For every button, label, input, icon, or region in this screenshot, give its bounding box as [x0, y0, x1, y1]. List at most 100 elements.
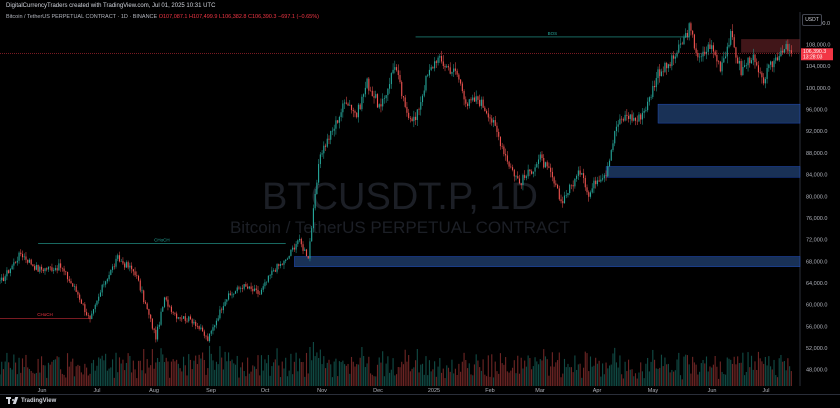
candle-body [489, 117, 491, 119]
volume-bar [726, 357, 728, 386]
candle-body [155, 329, 157, 340]
candle-body [352, 110, 354, 112]
candle-body [541, 154, 543, 158]
volume-bar [349, 373, 351, 386]
candle-body [750, 60, 753, 64]
volume-bars [0, 342, 792, 386]
candle-body [304, 249, 306, 251]
volume-bar [638, 372, 640, 386]
candle-body [647, 101, 649, 111]
volume-bar [636, 378, 638, 386]
candle-body [785, 44, 787, 50]
y-tick-label: 108,000.0 [806, 43, 830, 49]
volume-bar [18, 357, 20, 386]
volume-bar [58, 357, 60, 386]
volume-bar [570, 367, 572, 386]
candle-body [151, 318, 153, 329]
volume-bar [91, 363, 93, 386]
candle-body [99, 292, 101, 297]
volume-bar [279, 377, 282, 386]
candlestick-chart[interactable]: 112,000.0108,000.0104,000.0100,000.096,0… [0, 12, 840, 394]
candle-body [719, 61, 721, 72]
candle-body [660, 71, 663, 77]
candle-body [2, 277, 5, 282]
candle-body [73, 286, 76, 287]
volume-bar [634, 373, 637, 386]
volume-bar [541, 360, 543, 386]
volume-bar [503, 364, 505, 386]
candle-body [300, 238, 302, 245]
candle-body [757, 65, 760, 73]
candle-body [704, 51, 706, 55]
candle-body [622, 119, 624, 121]
x-tick-label: Feb [485, 388, 494, 394]
volume-bar [615, 362, 618, 386]
candle-body [324, 145, 327, 147]
volume-bar [212, 360, 214, 386]
candle-body [726, 46, 728, 57]
volume-bar [127, 353, 129, 386]
candle-body [207, 336, 209, 342]
candle-body [380, 104, 382, 107]
volume-bar [650, 361, 652, 386]
volume-bar [764, 356, 766, 386]
candle-body [659, 69, 661, 77]
candle-body [692, 30, 694, 35]
volume-bar [683, 356, 685, 386]
candle-body [712, 45, 714, 52]
candle-body [593, 180, 595, 189]
candle-body [0, 280, 1, 281]
volume-bar [262, 370, 264, 386]
candle-body [96, 300, 98, 305]
volume-bar [331, 377, 334, 386]
candle-body [27, 259, 29, 263]
chart-area[interactable]: 112,000.0108,000.0104,000.0100,000.096,0… [0, 12, 840, 394]
volume-bar [626, 371, 628, 386]
volume-bar [243, 371, 245, 386]
candle-body [15, 262, 17, 263]
candle-body [617, 124, 619, 127]
volume-bar [205, 374, 207, 386]
candle-body [331, 130, 334, 132]
candle-body [385, 95, 387, 99]
candle-body [678, 44, 680, 53]
x-tick-label: Jun [38, 388, 47, 394]
volume-bar [0, 374, 1, 386]
currency-button[interactable]: USDT [802, 14, 822, 26]
candle-body [279, 264, 282, 266]
candle-body [699, 56, 701, 58]
volume-bar [224, 351, 226, 386]
candle-body [669, 64, 671, 67]
volume-bar [345, 365, 347, 386]
candle-body [378, 104, 380, 108]
candle-body [664, 62, 666, 72]
volume-bar [44, 365, 46, 386]
candle-body [714, 51, 716, 55]
candle-body [371, 90, 373, 97]
candle-body [439, 56, 441, 58]
candle-body [84, 304, 86, 313]
volume-bar [468, 363, 470, 386]
volume-bar [692, 356, 694, 386]
volume-bar [297, 371, 299, 386]
volume-bar [653, 359, 656, 386]
candle-body [222, 306, 224, 311]
volume-bar [652, 349, 654, 386]
volume-bar [588, 371, 590, 386]
volume-bar [754, 361, 756, 386]
volume-bar [768, 356, 770, 386]
candle-body [621, 118, 623, 120]
volume-bar [752, 369, 754, 386]
volume-bar [685, 354, 687, 386]
volume-bar [153, 368, 155, 386]
volume-bar [409, 371, 411, 386]
candle-body [529, 169, 531, 172]
volume-bar [344, 364, 346, 386]
volume-bar [657, 368, 659, 386]
candle-body [205, 335, 207, 337]
tradingview-logo[interactable]: TradingView [6, 397, 56, 404]
candle-body [681, 43, 683, 45]
volume-bar [621, 374, 623, 386]
volume-bar [318, 358, 320, 386]
candle-body [491, 118, 493, 123]
